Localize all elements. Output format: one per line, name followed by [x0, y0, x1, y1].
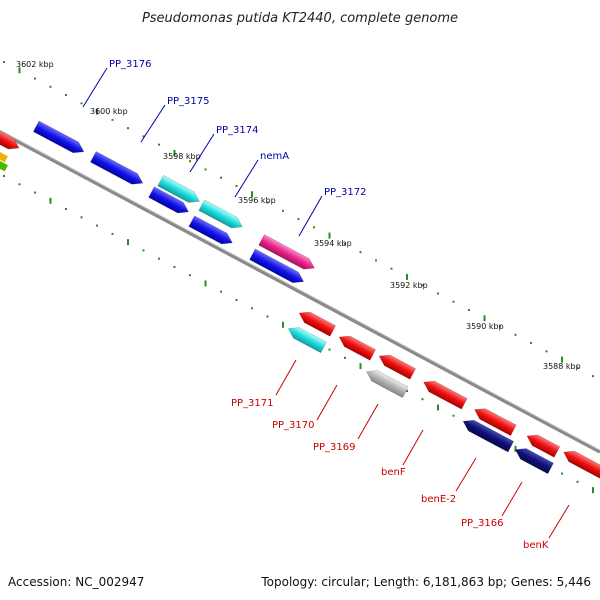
gene-label-pp3176: PP_3176	[109, 59, 152, 70]
gene-label-pp3170: PP_3170	[272, 420, 315, 431]
gene-arrow-red-2	[378, 354, 416, 380]
gene-arrow-bene2	[462, 419, 515, 453]
gene-arrow-red-4	[526, 434, 561, 458]
gene-arrow-pp3173	[188, 215, 233, 245]
gene-arrow-nema	[198, 199, 243, 229]
gene-label-pp3172: PP_3172	[324, 187, 367, 198]
gene-arrow-pp3169	[366, 370, 409, 399]
label-connectors	[82, 67, 570, 539]
gene-arrow-pp3175a	[90, 151, 144, 185]
gene-arrow-red-3	[474, 408, 517, 437]
gene-label-pp3175: PP_3175	[167, 96, 210, 107]
kbp-label-3598: 3598 kbp	[163, 152, 201, 161]
kbp-label-3600: 3600 kbp	[90, 107, 128, 116]
kbp-label-3590: 3590 kbp	[466, 322, 504, 331]
kbp-label-3592: 3592 kbp	[390, 281, 428, 290]
gene-labels-bottom: PP_3171 PP_3170 PP_3169 benF benE-2 PP_3…	[231, 398, 549, 551]
gene-arrow-pp3174	[157, 174, 200, 203]
gene-label-benk: benK	[523, 540, 549, 551]
gene-arrow-left-edge-sliver	[0, 161, 8, 172]
gene-label-benf: benF	[381, 467, 406, 478]
gene-label-pp3171: PP_3171	[231, 398, 274, 409]
gene-labels-top: PP_3176 PP_3175 PP_3174 nemA PP_3172	[109, 59, 367, 198]
gene-arrows	[0, 120, 600, 480]
gene-label-nema: nemA	[260, 151, 289, 162]
gene-arrow-red-1	[298, 311, 336, 337]
gene-arrow-pp3172	[258, 234, 315, 270]
gene-label-pp3166: PP_3166	[461, 518, 504, 529]
gene-arrow-pp3172b	[249, 248, 305, 284]
gene-label-pp3169: PP_3169	[313, 442, 356, 453]
genome-backbone	[0, 129, 600, 454]
kbp-label-3596: 3596 kbp	[238, 196, 276, 205]
gene-arrow-pp3170	[338, 335, 376, 361]
kbp-label-3602: 3602 kbp	[16, 60, 54, 69]
gene-arrow-pp3166	[514, 448, 554, 475]
accession-text: Accession: NC_002947	[8, 575, 144, 589]
gene-arrow-pp3176	[32, 120, 85, 154]
gene-label-pp3174: PP_3174	[216, 125, 259, 136]
gene-arrow-pp3175b	[148, 186, 190, 214]
kbp-labels: 3602 kbp 3600 kbp 3598 kbp 3596 kbp 3594…	[16, 60, 581, 371]
gene-arrow-benk	[563, 450, 600, 480]
kbp-label-3588: 3588 kbp	[543, 362, 581, 371]
gene-arrow-left-edge-sliver	[0, 152, 8, 163]
kbp-label-3594: 3594 kbp	[314, 239, 352, 248]
gene-arrow-benf	[423, 380, 468, 410]
gene-arrow-pp3171	[287, 327, 327, 354]
scale-ticks-upper	[3, 61, 594, 378]
map-title: Pseudomonas putida KT2440, complete geno…	[142, 11, 458, 26]
gene-label-bene2: benE-2	[421, 494, 456, 505]
topology-summary: Topology: circular; Length: 6,181,863 bp…	[260, 575, 591, 589]
gene-arrow-left-edge-red	[0, 126, 20, 150]
